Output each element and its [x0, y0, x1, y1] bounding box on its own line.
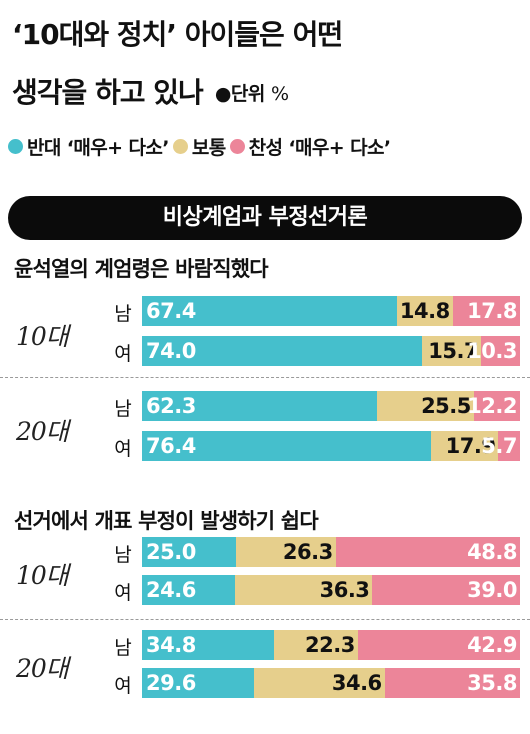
bar-segment-support	[481, 336, 520, 366]
bar-segment-oppose	[142, 336, 422, 366]
gender-label: 남	[114, 398, 132, 420]
bar-segment-oppose	[142, 391, 378, 421]
value-label-neutral: 36.3	[319, 578, 370, 602]
age-group-label: 20대	[16, 417, 69, 446]
bar-segment-support	[498, 431, 520, 461]
value-label-oppose: 25.0	[146, 540, 196, 564]
legend-swatch-oppose	[8, 139, 23, 154]
stacked-bar: 24.6 36.3 39.0	[142, 575, 520, 605]
group-divider	[0, 619, 530, 620]
value-label-neutral: 25.5	[421, 394, 471, 418]
stacked-bar: 67.4 14.8 17.8	[142, 296, 520, 326]
bar-segment-support	[372, 575, 520, 605]
unit-label: ●단위 %	[215, 83, 289, 105]
value-label-support: 12.2	[467, 394, 517, 418]
value-label-support: 42.9	[467, 633, 517, 657]
value-label-support: 17.8	[467, 299, 517, 323]
value-label-neutral: 22.3	[305, 633, 355, 657]
bar-segment-oppose	[142, 575, 236, 605]
bar-segment-neutral	[236, 537, 336, 567]
value-label-oppose: 62.3	[146, 394, 196, 418]
stacked-bar: 29.6 34.6 35.8	[142, 668, 520, 698]
group-divider	[0, 377, 530, 378]
legend-label-support: 찬성 ‘매우+ 다소’	[248, 137, 391, 159]
value-label-oppose: 76.4	[146, 434, 196, 458]
legend-label-neutral: 보통	[191, 137, 226, 159]
value-label-support: 35.8	[467, 671, 517, 695]
unit-percent: %	[271, 83, 289, 105]
bar-segment-support	[384, 668, 520, 698]
legend-item-neutral: 보통	[172, 133, 226, 160]
chart-title: ‘10대와 정치’ 아이들은 어떤	[12, 18, 343, 51]
bar-segment-neutral	[430, 431, 499, 461]
bar-segment-support	[357, 630, 520, 660]
stacked-bar: 74.0 15.7 10.3	[142, 336, 520, 366]
gender-label: 여	[114, 582, 132, 604]
age-group-label: 20대	[16, 654, 69, 683]
bar-segment-oppose	[142, 296, 397, 326]
stacked-bar: 34.8 22.3 42.9	[142, 630, 520, 660]
bar-segment-neutral	[253, 668, 385, 698]
bar-segment-oppose	[142, 431, 431, 461]
value-label-oppose: 67.4	[146, 299, 196, 323]
bar-segment-neutral	[235, 575, 373, 605]
gender-label: 여	[114, 675, 132, 697]
gender-label: 여	[114, 343, 132, 365]
age-group-label: 10대	[16, 561, 69, 590]
legend-label-oppose: 반대 ‘매우+ 다소’	[27, 137, 169, 159]
value-label-neutral: 26.3	[282, 540, 333, 564]
bar-segment-support	[452, 296, 520, 326]
gender-label: 여	[114, 438, 132, 460]
value-label-oppose: 29.6	[146, 671, 196, 695]
bar-segment-oppose	[142, 630, 274, 660]
value-label-oppose: 34.8	[146, 633, 196, 657]
unit-label-text: ●단위	[214, 83, 266, 105]
gender-label: 남	[114, 303, 132, 325]
value-label-neutral: 17.9	[445, 434, 496, 458]
legend-item-oppose: 반대 ‘매우+ 다소’	[8, 133, 169, 160]
stacked-bar: 62.3 25.5 12.2	[142, 391, 520, 421]
value-label-neutral: 14.8	[399, 299, 450, 323]
value-label-support: 5.7	[481, 434, 517, 458]
legend-swatch-neutral	[172, 139, 188, 154]
question-title: 윤석열의 계엄령은 바람직했다	[14, 257, 269, 281]
stacked-bar: 76.4 17.9 5.7	[142, 431, 520, 461]
bar-segment-neutral	[273, 630, 358, 660]
legend-item-support: 찬성 ‘매우+ 다소’	[229, 133, 391, 160]
stacked-bar: 25.0 26.3 48.8	[142, 537, 520, 567]
value-label-support: 39.0	[467, 578, 517, 602]
section-banner: 비상계엄과 부정선거론	[8, 196, 522, 240]
legend: 반대 ‘매우+ 다소’ 보통 찬성 ‘매우+ 다소’	[8, 133, 395, 160]
value-label-support: 10.3	[467, 339, 517, 363]
bar-segment-support	[473, 391, 520, 421]
question-title: 선거에서 개표 부정이 발생하기 쉽다	[14, 509, 319, 533]
bar-segment-support	[335, 537, 520, 567]
chart-title-line2: 생각을 하고 있나 ●단위 %	[12, 76, 289, 111]
value-label-oppose: 24.6	[146, 578, 196, 602]
bar-segment-oppose	[142, 537, 237, 567]
bar-segment-neutral	[421, 336, 482, 366]
value-label-neutral: 15.7	[428, 339, 479, 363]
bar-segment-neutral	[377, 391, 474, 421]
age-group-label: 10대	[16, 322, 69, 351]
value-label-neutral: 34.6	[331, 671, 382, 695]
gender-label: 남	[114, 544, 132, 566]
bar-segment-neutral	[396, 296, 453, 326]
legend-swatch-support	[229, 139, 245, 154]
value-label-support: 48.8	[467, 540, 517, 564]
gender-label: 남	[114, 637, 132, 659]
value-label-oppose: 74.0	[146, 339, 196, 363]
chart-title-text: 생각을 하고 있나	[12, 76, 204, 109]
bar-segment-oppose	[142, 668, 254, 698]
